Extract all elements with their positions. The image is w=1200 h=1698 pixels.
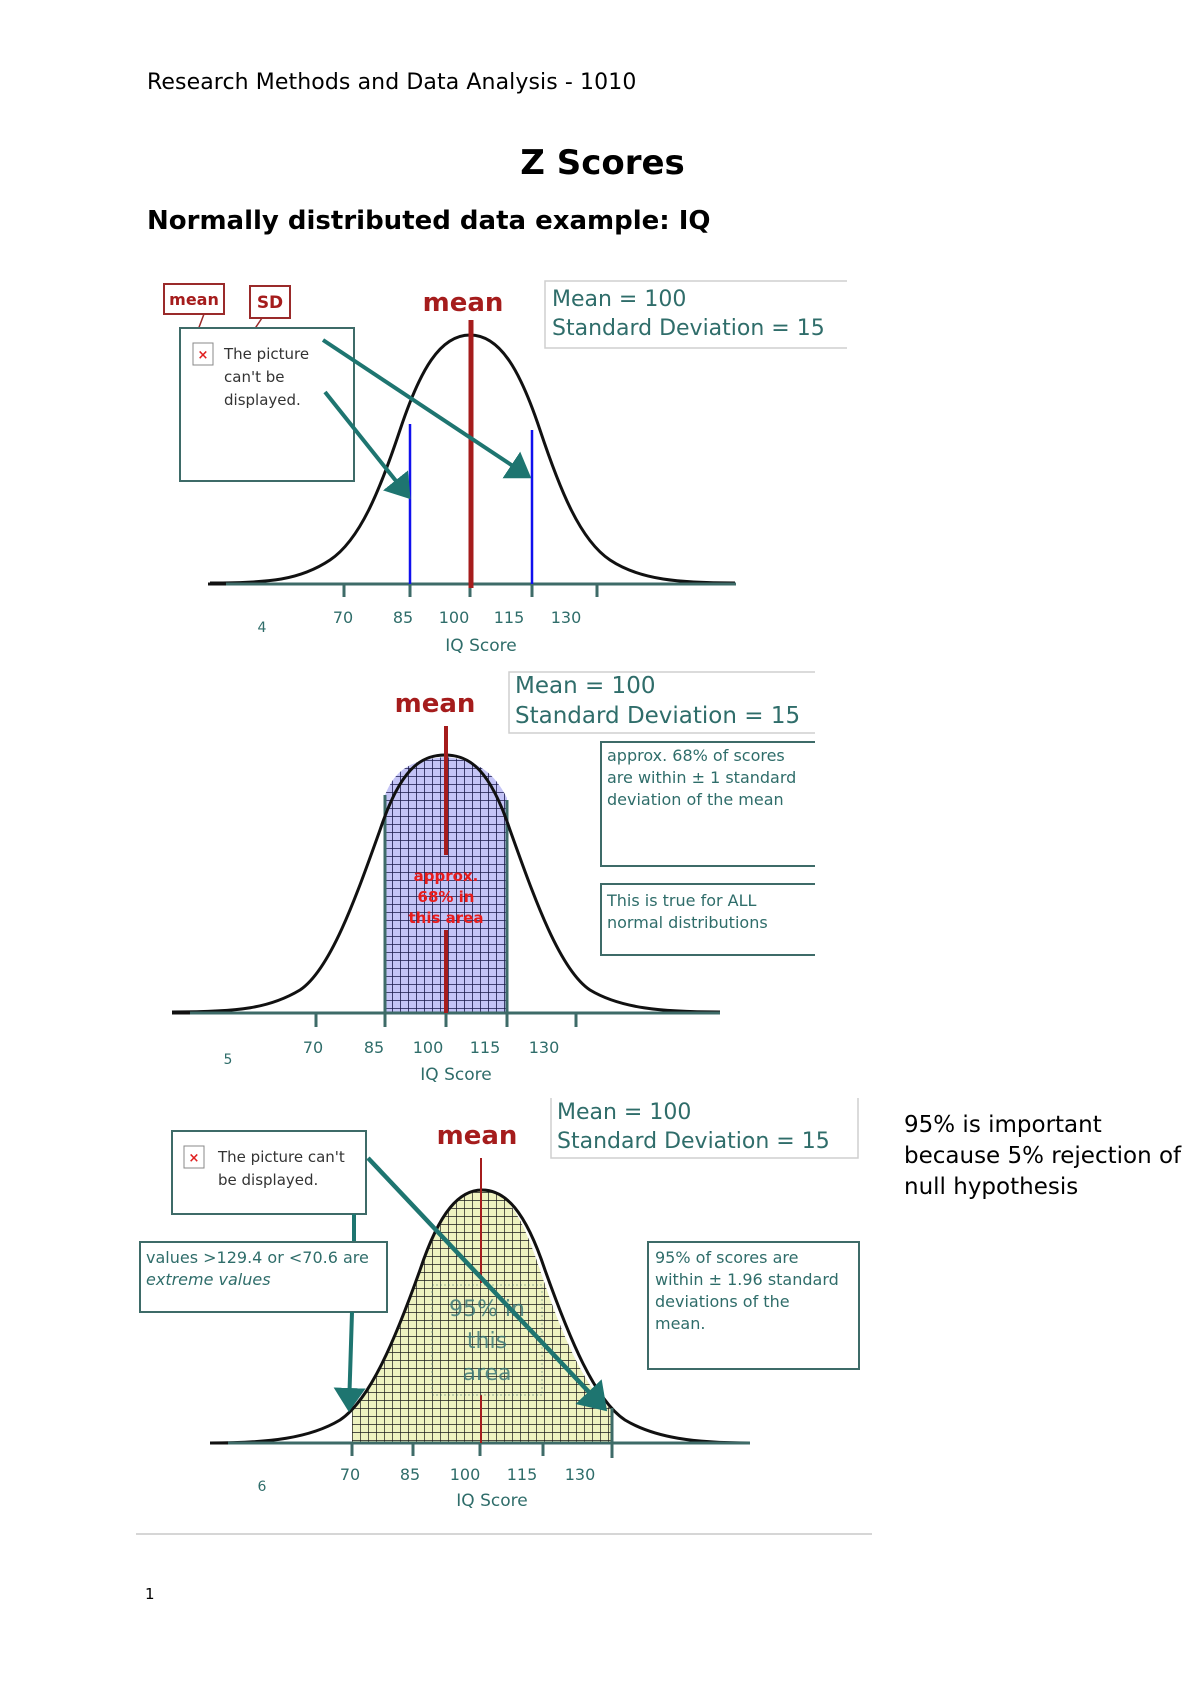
svg-text:approx.: approx. [414,867,479,885]
svg-text:deviation of the mean: deviation of the mean [607,790,784,809]
slide-number: 6 [258,1479,267,1495]
svg-text:are within ± 1 standard: are within ± 1 standard [607,768,796,787]
side-note: 95% is important because 5% rejection of… [904,1112,1182,1200]
svg-text:normal distributions: normal distributions [607,913,768,932]
area-label-68: approx. 68% in this area [409,867,484,927]
svg-text:115: 115 [470,1038,501,1057]
svg-text:area: area [462,1361,511,1386]
svg-text:SD: SD [257,293,283,313]
svg-text:Mean = 100: Mean = 100 [557,1100,691,1125]
svg-text:130: 130 [529,1038,560,1057]
svg-text:85: 85 [393,608,413,627]
svg-text:be displayed.: be displayed. [218,1171,318,1189]
svg-text:100: 100 [450,1465,481,1484]
page-title: Z Scores [0,143,1200,183]
svg-text:70: 70 [303,1038,323,1057]
svg-text:×: × [198,348,209,363]
svg-text:mean: mean [437,1121,518,1151]
svg-text:extreme values: extreme values [146,1270,271,1289]
svg-text:85: 85 [400,1465,420,1484]
figure-1-normal-curve-sd: mean SD × The picture can't be displayed… [163,280,847,656]
svg-text:100: 100 [439,608,470,627]
svg-text:this area: this area [409,909,484,927]
broken-image-placeholder: × The picture can't be displayed. [171,1130,367,1215]
figure-2-68-percent: mean approx. 68% in this area Mean = 100… [171,671,815,1085]
svg-text:115: 115 [494,608,525,627]
section-heading: Normally distributed data example: IQ [147,206,711,236]
slide-number: 4 [258,620,267,636]
page-number: 1 [145,1585,155,1603]
svg-text:130: 130 [565,1465,596,1484]
svg-text:mean: mean [395,689,476,719]
svg-text:can't be: can't be [224,368,284,386]
x-axis-ticks: 70 85 100 115 130 [333,608,581,627]
svg-text:The picture: The picture [223,345,309,363]
x-axis-label: IQ Score [456,1491,527,1511]
document-header: Research Methods and Data Analysis - 101… [147,70,637,95]
svg-text:mean.: mean. [655,1314,705,1333]
svg-text:This is true for ALL: This is true for ALL [606,891,757,910]
svg-text:70: 70 [340,1465,360,1484]
broken-image-icon [183,1145,205,1169]
figure-3-95-percent: mean 95% in this area × The picture can'… [139,1098,860,1511]
extreme-values-box: values >129.4 or <70.6 are extreme value… [139,1241,388,1313]
broken-image-placeholder: × The picture can't be displayed. [179,327,355,482]
stats-box: Mean = 100 Standard Deviation = 15 [544,280,847,349]
svg-text:100: 100 [413,1038,444,1057]
info-box-68: approx. 68% of scores are within ± 1 sta… [600,741,815,867]
footer-divider [136,1533,872,1535]
info-box-95: 95% of scores are within ± 1.96 standard… [647,1241,860,1370]
page-title-text: Z Scores [520,143,685,183]
svg-text:Mean = 100: Mean = 100 [552,287,686,312]
stats-box: Mean = 100 Standard Deviation = 15 [508,671,815,734]
svg-text:×: × [189,1151,200,1166]
svg-text:85: 85 [364,1038,384,1057]
x-axis-label: IQ Score [445,636,516,656]
svg-text:within ± 1.96 standard: within ± 1.96 standard [655,1270,839,1289]
svg-text:displayed.: displayed. [224,391,301,409]
svg-text:Standard Deviation = 15: Standard Deviation = 15 [557,1129,830,1154]
broken-image-icon [192,342,214,366]
svg-text:70: 70 [333,608,353,627]
svg-text:approx. 68% of scores: approx. 68% of scores [607,746,785,765]
svg-text:115: 115 [507,1465,538,1484]
slide-number: 5 [224,1052,233,1068]
x-axis-label: IQ Score [420,1065,491,1085]
svg-text:mean: mean [169,290,219,309]
svg-text:deviations of the: deviations of the [655,1292,790,1311]
svg-text:68% in: 68% in [418,888,475,906]
svg-text:The picture can't: The picture can't [217,1148,345,1166]
x-axis-ticks: 70 85 100 115 130 [340,1465,595,1484]
x-axis-ticks: 70 85 100 115 130 [303,1038,559,1057]
svg-text:mean: mean [423,288,504,318]
svg-text:Mean = 100: Mean = 100 [515,673,655,699]
svg-text:Standard Deviation = 15: Standard Deviation = 15 [515,703,800,729]
svg-text:this: this [467,1329,507,1354]
svg-text:95% of scores are: 95% of scores are [655,1248,798,1267]
svg-text:Standard Deviation = 15: Standard Deviation = 15 [552,316,825,341]
mean-callout-tag: mean [163,283,225,346]
svg-text:values >129.4 or <70.6 are: values >129.4 or <70.6 are [146,1248,369,1267]
stats-box: Mean = 100 Standard Deviation = 15 [550,1098,859,1159]
info-box-all-normal: This is true for ALL normal distribution… [600,883,815,956]
svg-text:130: 130 [551,608,582,627]
